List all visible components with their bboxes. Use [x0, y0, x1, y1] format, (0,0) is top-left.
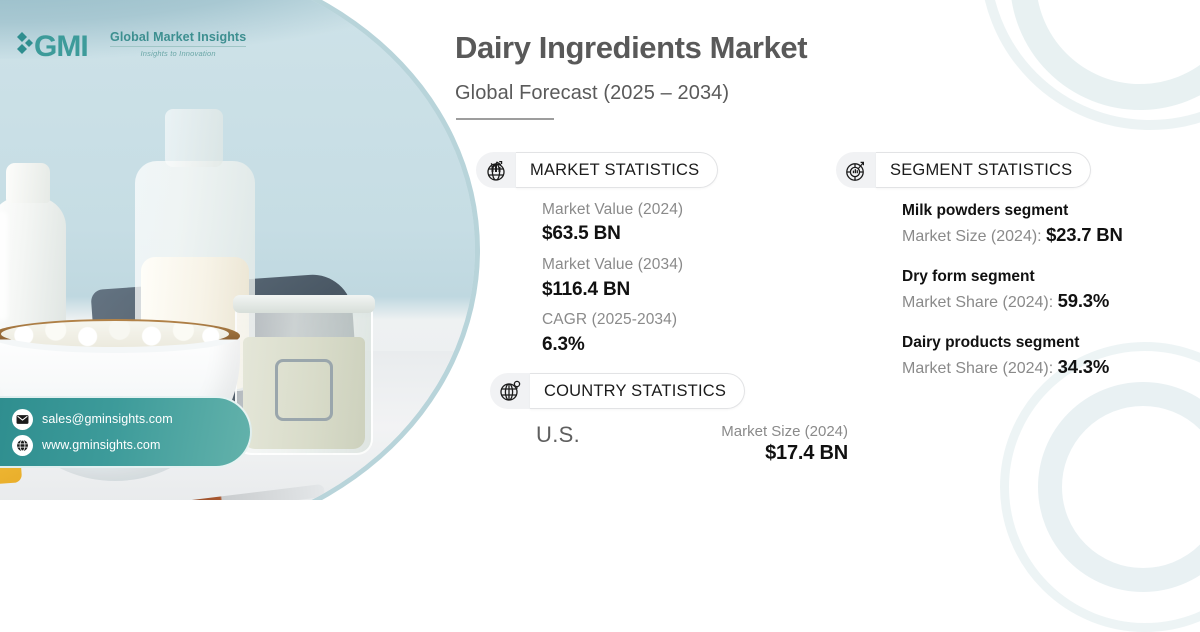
contact-badge: sales@gminsights.com www.gminsights.com — [0, 396, 252, 468]
segment-metric-label: Market Share (2024): — [902, 294, 1054, 312]
segment-name: Dairy products segment — [902, 334, 1080, 352]
gmi-logo-mark: GMI — [17, 30, 89, 63]
photo-wall-shadow — [0, 0, 475, 59]
cagr-value: 6.3% — [542, 333, 585, 355]
country-statistics-body: U.S. Market Size (2024) $17.4 BN — [536, 422, 848, 465]
market-stat-row: CAGR (2025-2034) 6.3% — [542, 309, 683, 357]
contact-website: www.gminsights.com — [42, 438, 161, 452]
decorative-arc-bottom-right-outer — [1038, 382, 1200, 592]
brand-tagline: Insights to Innovation — [140, 49, 216, 58]
photo-jar-lid — [233, 295, 375, 313]
country-statistics-label: COUNTRY STATISTICS — [530, 373, 746, 409]
country-name: U.S. — [536, 422, 580, 447]
page-subtitle: Global Forecast (2025 – 2034) — [455, 82, 730, 104]
segment-item: Dry form segment Market Share (2024): 59… — [902, 265, 1123, 315]
segment-statistics-label: SEGMENT STATISTICS — [876, 152, 1092, 188]
market-statistics-body: Market Value (2024) $63.5 BN Market Valu… — [542, 199, 683, 364]
decorative-arc-top-right-inner — [980, 0, 1200, 130]
segment-metric-value: 34.3% — [1057, 356, 1110, 378]
segment-statistics-body: Milk powders segment Market Size (2024):… — [902, 199, 1123, 397]
segment-metric: Market Size (2024): $23.7 BN — [902, 222, 1123, 249]
segment-name: Milk powders segment — [902, 202, 1069, 219]
cagr-label: CAGR (2025-2034) — [542, 311, 678, 329]
segment-metric: Market Share (2024): 59.3% — [902, 288, 1123, 315]
country-metric-label: Market Size (2024) — [721, 423, 848, 440]
title-divider — [456, 118, 554, 120]
segment-statistics-pill[interactable]: SEGMENT STATISTICS — [836, 152, 1092, 188]
market-value-2034-label: Market Value (2034) — [542, 256, 684, 274]
svg-text:GMI: GMI — [34, 30, 88, 63]
contact-email: sales@gminsights.com — [42, 412, 173, 426]
segment-metric-label: Market Size (2024): — [902, 228, 1042, 246]
segment-name: Dry form segment — [902, 268, 1035, 286]
globe-bar-chart-icon — [476, 152, 516, 188]
gmi-logo[interactable]: GMI Global Market Insights Insights to I… — [14, 24, 247, 64]
page-title: Dairy Ingredients Market — [455, 30, 808, 65]
decorative-arc-top-right-outer — [1010, 0, 1200, 110]
segment-metric-label: Market Share (2024): — [902, 360, 1054, 378]
segment-metric-value: $23.7 BN — [1046, 224, 1123, 246]
market-stat-row: Market Value (2024) $63.5 BN — [542, 199, 683, 247]
market-value-2034-value: $116.4 BN — [542, 278, 630, 300]
donut-target-chart-icon — [836, 152, 876, 188]
market-statistics-label: MARKET STATISTICS — [516, 152, 719, 188]
contact-website-row[interactable]: www.gminsights.com — [12, 434, 250, 456]
segment-metric: Market Share (2024): 34.3% — [902, 354, 1123, 381]
market-stat-row: Market Value (2034) $116.4 BN — [542, 254, 683, 302]
country-metric: Market Size (2024) $17.4 BN — [721, 422, 848, 465]
envelope-icon — [12, 408, 33, 430]
photo-jar-clasp — [275, 359, 333, 421]
segment-item: Milk powders segment Market Size (2024):… — [902, 199, 1123, 249]
country-metric-value: $17.4 BN — [765, 442, 848, 465]
brand-divider — [110, 46, 247, 47]
segment-item: Dairy products segment Market Share (202… — [902, 331, 1123, 381]
contact-email-row[interactable]: sales@gminsights.com — [12, 408, 250, 430]
country-statistics-pill[interactable]: COUNTRY STATISTICS — [490, 373, 746, 409]
market-value-2024-value: $63.5 BN — [542, 223, 621, 245]
market-statistics-pill[interactable]: MARKET STATISTICS — [476, 152, 719, 188]
photo-jar-content — [243, 337, 365, 449]
globe-icon — [12, 434, 33, 456]
photo-cottage-cheese-curds — [1, 321, 229, 347]
market-value-2024-label: Market Value (2024) — [542, 201, 684, 218]
globe-pin-icon — [490, 373, 530, 409]
brand-name: Global Market Insights — [110, 30, 247, 44]
segment-metric-value: 59.3% — [1057, 290, 1110, 312]
